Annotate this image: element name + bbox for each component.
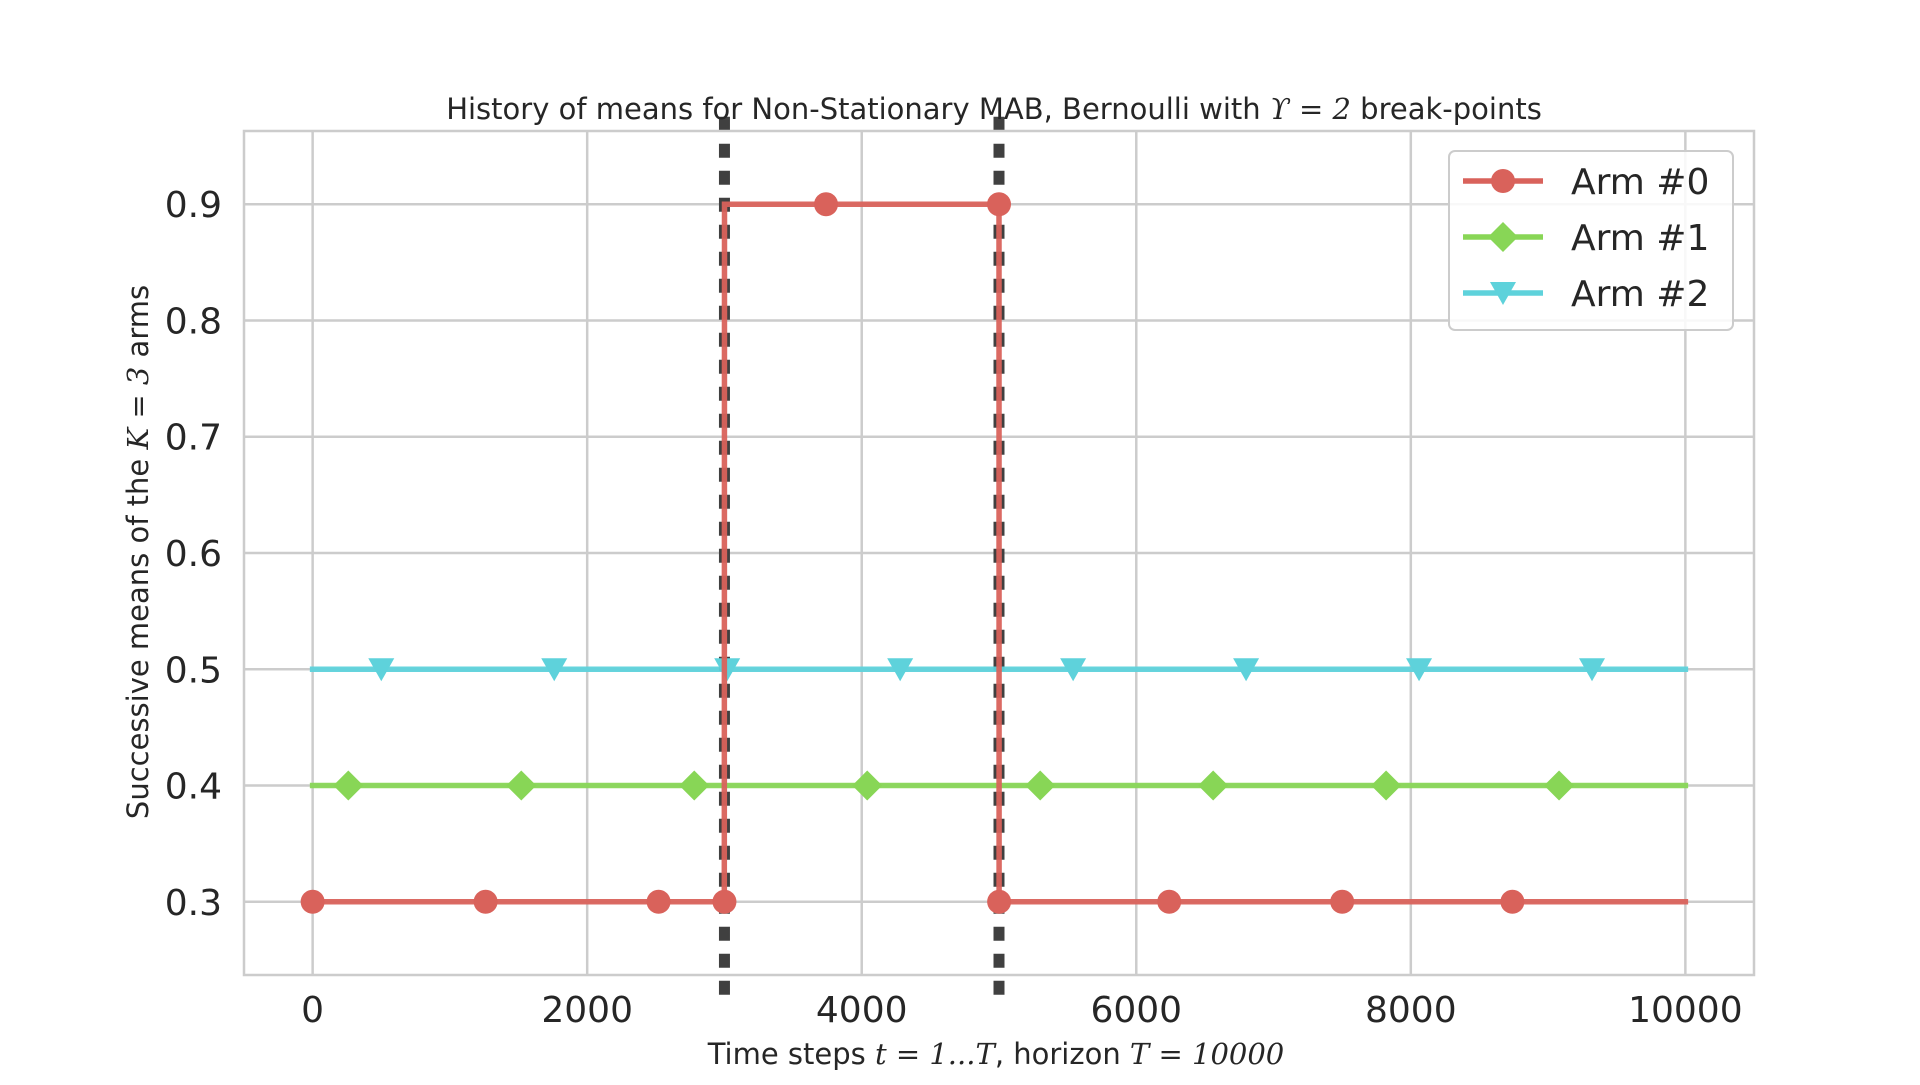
series-0-point-7 (1157, 889, 1182, 914)
y-tick-label-4: 0.7 (165, 418, 222, 459)
series-0-point-5 (987, 192, 1011, 217)
y-tick-label-6: 0.9 (165, 185, 222, 226)
series-0-point-8 (1330, 889, 1355, 914)
y-axis-label-math: K = 3 (121, 367, 155, 451)
chart-title-suffix: break-points (1351, 92, 1542, 126)
series-2-point-1 (541, 658, 568, 682)
x-axis-label-math-2: T = 10000 (1130, 1037, 1284, 1071)
series-0-point-6 (987, 889, 1012, 914)
x-tick-label-4: 8000 (1365, 990, 1457, 1031)
y-axis-label-suffix: arms (121, 285, 155, 367)
series-1-point-0 (333, 770, 364, 801)
series-0-point-2 (646, 889, 671, 914)
x-tick-label-1: 2000 (541, 990, 633, 1031)
series-1-point-3 (852, 770, 883, 801)
x-axis-label-middle: , horizon (995, 1037, 1130, 1071)
series-1-point-2 (679, 770, 710, 801)
series-2-point-0 (368, 658, 395, 682)
x-axis-label-prefix: Time steps (707, 1037, 875, 1071)
series-1-point-4 (1025, 770, 1056, 801)
series-2-point-2 (714, 658, 741, 682)
series-0-point-4 (814, 192, 839, 217)
y-tick-label-0: 0.3 (165, 883, 222, 924)
x-tick-label-5: 10000 (1628, 990, 1743, 1031)
chart-title-math: ϒ = 2 (1270, 92, 1351, 126)
x-tick-label-2: 4000 (816, 990, 908, 1031)
series-2-point-5 (1233, 658, 1260, 682)
legend: Arm #0 Arm #1 Arm #2 (1448, 150, 1734, 331)
series-layer (300, 192, 1689, 914)
legend-marker-0 (1491, 169, 1515, 193)
series-1-point-1 (506, 770, 537, 801)
series-1 (309, 770, 1689, 801)
series-1-point-6 (1371, 770, 1402, 801)
series-1-point-7 (1544, 770, 1575, 801)
y-tick-label-2: 0.5 (165, 650, 222, 691)
tick-labels: 0 2000 4000 6000 8000 10000 0.3 0.4 0.5 0.6 0.7 0.8… (165, 185, 1743, 1031)
series-2-point-6 (1406, 658, 1433, 682)
y-tick-label-5: 0.8 (165, 301, 222, 342)
legend-label-0: Arm #0 (1571, 162, 1709, 203)
series-0-point-0 (300, 889, 325, 914)
legend-marker-1 (1488, 222, 1518, 252)
y-tick-label-3: 0.6 (165, 534, 222, 575)
plot-frame (242, 129, 1756, 977)
x-tick-label-3: 6000 (1090, 990, 1182, 1031)
legend-label-1: Arm #1 (1571, 218, 1709, 259)
chart-title-prefix: History of means for Non-Stationary MAB,… (446, 92, 1270, 126)
series-0-point-9 (1500, 889, 1525, 914)
y-axis-label-prefix: Successive means of the (121, 450, 155, 820)
series-2-point-7 (1579, 658, 1606, 682)
series-0 (300, 192, 1689, 914)
chart-title: History of means for Non-Stationary MAB,… (446, 92, 1542, 126)
series-2-point-4 (1060, 658, 1087, 682)
x-axis-label: Time steps t = 1...T, horizon T = 10000 (707, 1037, 1285, 1071)
series-1-point-5 (1198, 770, 1229, 801)
x-tick-label-0: 0 (301, 990, 324, 1031)
series-0-point-3 (712, 889, 737, 914)
series-0-point-1 (473, 889, 498, 914)
y-axis-label: Successive means of the K = 3 arms (121, 285, 155, 819)
y-tick-label-1: 0.4 (165, 767, 222, 808)
legend-box (1448, 150, 1734, 331)
legend-label-2: Arm #2 (1571, 274, 1709, 315)
x-axis-label-math-1: t = 1...T (875, 1037, 997, 1071)
series-2-point-3 (887, 658, 914, 682)
legend-marker-2 (1490, 282, 1516, 305)
